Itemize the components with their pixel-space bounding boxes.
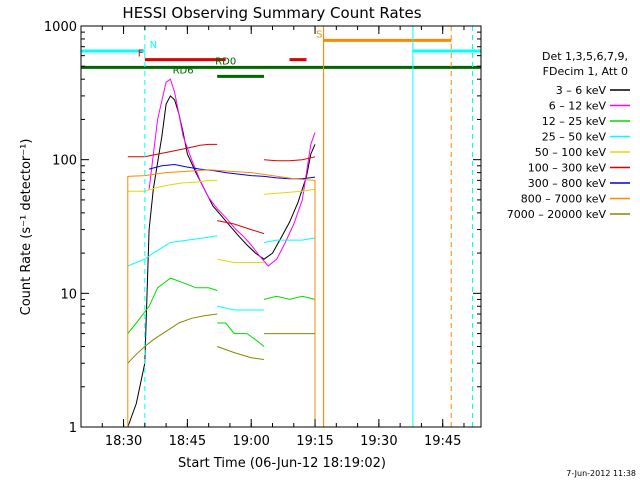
x-tick-label: 19:15 [296,434,333,449]
legend-label-50-100-kev: 50 – 100 keV [535,146,607,159]
series-line-50-100-kev-0 [127,179,218,192]
y-axis-label: Count Rate (s⁻¹ detector⁻¹) [19,139,34,316]
series-line-25-50-kev-2 [263,237,316,243]
series-line-12-25-kev-2 [263,295,316,300]
series-line-25-50-kev-0 [127,235,218,267]
flag-bars: N S F RD0 RD6 [81,29,481,78]
series-line-100-300-kev-0 [127,143,218,158]
y-tick-label: 100 [52,154,77,169]
series-line-3-6-kev-0 [127,95,316,428]
x-tick-label: 19:45 [424,434,461,449]
legend-label-800-7000-kev: 800 – 7000 keV [521,193,607,206]
y-axis: 1 10 100 1000 [44,20,481,436]
chart-title: HESSI Observing Summary Count Rates [122,4,421,22]
flag-label-s: S [316,29,322,40]
series-line-800-7000-kev-0 [127,169,316,427]
series-line-50-100-kev-2 [263,188,316,195]
x-tick-label: 18:45 [169,434,206,449]
series-line-300-800-kev-0 [148,163,316,180]
series-line-12-25-kev-0 [127,277,218,334]
legend-label-12-25-kev: 12 – 25 keV [542,115,607,128]
flag-label-f: F [138,49,144,60]
x-axis-label: Start Time (06-Jun-12 18:19:02) [178,456,386,471]
x-axis: 18:30 18:45 19:00 19:15 19:30 19:45 [80,26,465,449]
series-line-100-300-kev-1 [217,220,265,235]
plot-frame [80,25,482,428]
x-tick-label: 19:00 [232,434,269,449]
legend-label-25-50-kev: 25 – 50 keV [542,131,607,144]
y-tick-label: 1000 [44,20,77,35]
legend-label-7000-20000-kev: 7000 – 20000 keV [507,208,607,221]
x-tick-label: 18:30 [105,434,142,449]
data-layer [127,26,325,428]
series-line-50-100-kev-1 [217,258,264,263]
series-line-100-300-kev-2 [263,156,316,162]
series-line-7000-20000-kev-0 [127,313,218,364]
y-tick-label: 1 [69,421,77,436]
series-line-7000-20000-kev-1 [217,346,265,360]
legend-label-6-12-kev: 6 – 12 keV [549,100,607,113]
x-tick-label: 19:30 [360,434,397,449]
series-line-25-50-kev-1 [217,305,264,311]
vertical-markers [80,26,473,427]
flag-label-rd0: RD0 [215,56,236,67]
series-line-12-25-kev-1 [217,322,265,347]
legend: 3 – 6 keV 6 – 12 keV 12 – 25 keV 25 – 50 ke… [507,84,630,221]
legend-header-line-1: Det 1,3,5,6,7,9, [542,50,628,63]
y-tick-label: 10 [60,287,77,302]
legend-label-100-300-kev: 100 – 300 keV [528,162,607,175]
legend-header-line-2: FDecim 1, Att 0 [543,65,628,78]
timestamp: 7-Jun-2012 11:38 [566,469,636,478]
legend-label-3-6-kev: 3 – 6 keV [556,84,607,97]
flag-label-n: N [150,40,157,51]
legend-label-300-800-kev: 300 – 800 keV [528,177,607,190]
series-line-6-12-kev-0 [148,78,316,267]
flag-label-rd6: RD6 [173,65,194,76]
